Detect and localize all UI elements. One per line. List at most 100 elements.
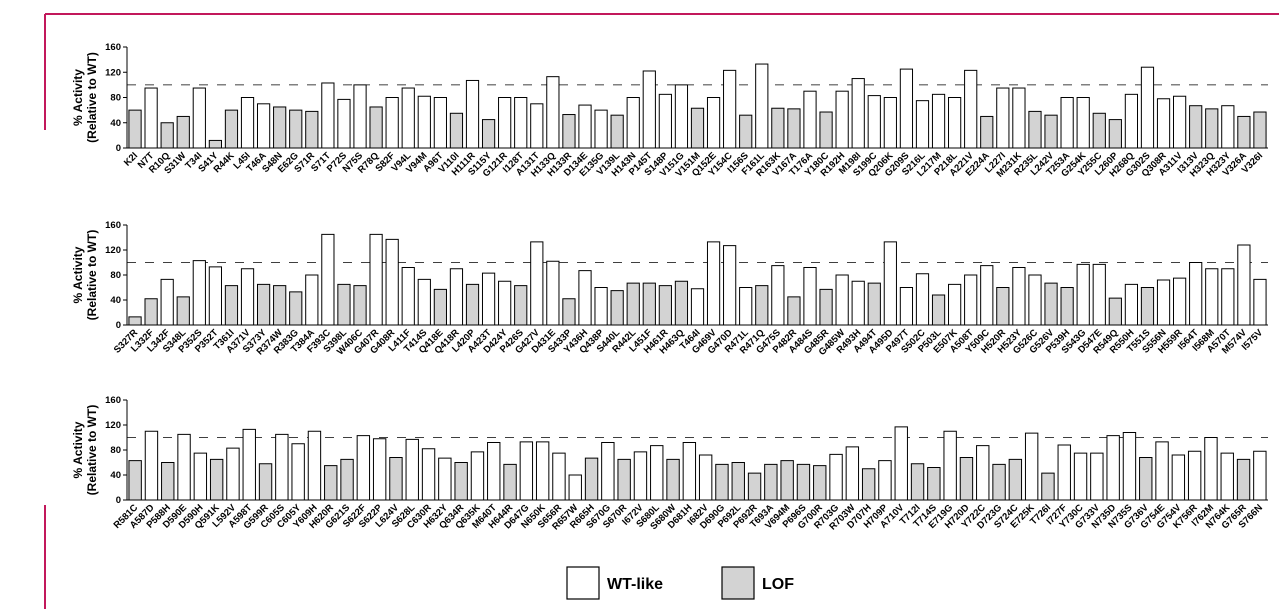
bar bbox=[1204, 437, 1218, 501]
y-axis-label: % Activity bbox=[71, 69, 85, 126]
legend-swatch bbox=[566, 566, 600, 600]
bar bbox=[1076, 97, 1090, 149]
bar bbox=[835, 274, 849, 326]
bar bbox=[273, 106, 287, 149]
bar bbox=[584, 457, 599, 501]
bar bbox=[1139, 457, 1153, 501]
bar bbox=[698, 454, 713, 501]
bar bbox=[208, 139, 222, 149]
bar bbox=[1028, 274, 1042, 326]
y-tick-label: 80 bbox=[110, 270, 121, 281]
bar bbox=[160, 278, 174, 326]
y-axis-label: % Activity bbox=[71, 246, 85, 303]
bar bbox=[666, 458, 680, 501]
bar bbox=[177, 433, 191, 501]
bar bbox=[690, 107, 705, 149]
legend-label: WT-like bbox=[607, 576, 663, 593]
bar bbox=[927, 467, 941, 501]
bar bbox=[307, 430, 322, 501]
bar bbox=[305, 110, 319, 149]
y-tick-label: 40 bbox=[110, 118, 121, 129]
bar bbox=[771, 107, 785, 149]
bar bbox=[240, 97, 255, 149]
bar bbox=[1106, 435, 1120, 501]
bar bbox=[861, 468, 876, 501]
bar bbox=[1044, 114, 1058, 149]
bar bbox=[128, 460, 142, 501]
bar bbox=[209, 458, 224, 501]
bar bbox=[1155, 441, 1169, 501]
bar bbox=[305, 274, 319, 326]
bar bbox=[161, 462, 175, 501]
bar bbox=[964, 274, 978, 326]
bar bbox=[878, 460, 892, 501]
bar bbox=[144, 430, 159, 501]
bar bbox=[867, 95, 881, 149]
y-axis-label: (Relative to WT) bbox=[85, 405, 99, 496]
bar bbox=[289, 291, 303, 326]
bar bbox=[787, 296, 801, 326]
bar bbox=[353, 84, 367, 149]
bar bbox=[931, 93, 946, 149]
bar bbox=[240, 268, 255, 326]
bar bbox=[1028, 110, 1042, 149]
bar bbox=[690, 288, 705, 326]
bar bbox=[176, 115, 190, 149]
bar bbox=[401, 87, 415, 149]
bar bbox=[417, 278, 431, 326]
bar bbox=[915, 273, 930, 326]
bar bbox=[910, 463, 925, 501]
bar bbox=[1205, 108, 1219, 149]
bar bbox=[723, 245, 737, 326]
bar bbox=[674, 84, 689, 149]
y-tick-label: 0 bbox=[116, 495, 121, 506]
bar bbox=[1189, 105, 1203, 149]
y-axis-label: (Relative to WT) bbox=[85, 230, 99, 321]
bar bbox=[658, 285, 672, 326]
bar bbox=[470, 451, 485, 501]
bar bbox=[1008, 458, 1023, 501]
bar bbox=[224, 109, 239, 149]
bar bbox=[617, 458, 631, 501]
bar bbox=[980, 265, 994, 326]
bar bbox=[421, 448, 436, 501]
bar bbox=[1073, 452, 1088, 501]
bar bbox=[273, 285, 287, 326]
bar bbox=[943, 430, 957, 501]
bar bbox=[1092, 112, 1106, 149]
bar bbox=[682, 442, 697, 501]
bar bbox=[610, 114, 624, 149]
bar bbox=[780, 460, 794, 501]
y-tick-label: 80 bbox=[110, 93, 121, 104]
bar bbox=[535, 441, 550, 501]
bar bbox=[1124, 93, 1139, 149]
bar bbox=[321, 82, 335, 149]
bar bbox=[530, 241, 544, 326]
y-tick-label: 160 bbox=[105, 395, 121, 406]
bar bbox=[959, 457, 974, 501]
bar bbox=[1253, 450, 1267, 501]
bar bbox=[803, 267, 817, 326]
bar bbox=[144, 87, 158, 149]
bar bbox=[1012, 267, 1026, 326]
bar bbox=[899, 68, 914, 149]
bar bbox=[948, 97, 962, 149]
bar bbox=[674, 280, 689, 326]
bar bbox=[481, 119, 496, 149]
bar bbox=[996, 87, 1010, 149]
y-tick-label: 160 bbox=[105, 220, 121, 231]
y-axis-label: (Relative to WT) bbox=[85, 52, 99, 143]
bar bbox=[449, 268, 464, 326]
bar bbox=[487, 442, 501, 501]
bar bbox=[242, 428, 256, 501]
bar bbox=[1221, 105, 1235, 149]
bar bbox=[503, 463, 517, 501]
bar bbox=[819, 111, 833, 149]
bar bbox=[208, 266, 222, 326]
y-tick-label: 120 bbox=[105, 245, 121, 256]
bar bbox=[369, 106, 383, 149]
bar bbox=[626, 97, 640, 149]
bar bbox=[514, 285, 528, 326]
bar bbox=[964, 69, 978, 149]
